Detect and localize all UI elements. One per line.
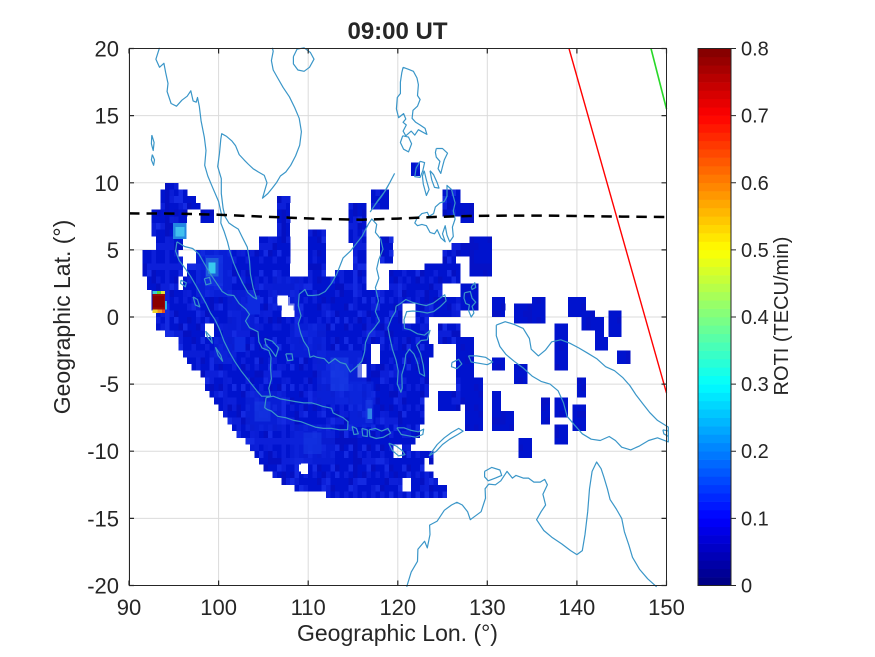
svg-text:Geographic Lat. (°): Geographic Lat. (°) xyxy=(49,220,75,415)
svg-text:0.2: 0.2 xyxy=(741,441,769,463)
svg-text:140: 140 xyxy=(559,595,596,620)
svg-text:0.1: 0.1 xyxy=(741,508,769,530)
svg-text:Geographic Lon. (°): Geographic Lon. (°) xyxy=(297,620,498,646)
svg-text:5: 5 xyxy=(107,238,119,263)
svg-text:0: 0 xyxy=(741,576,752,598)
svg-text:0.6: 0.6 xyxy=(741,173,769,195)
svg-text:20: 20 xyxy=(95,37,119,62)
svg-text:0.5: 0.5 xyxy=(741,240,769,262)
svg-text:-10: -10 xyxy=(87,439,119,464)
svg-text:ROTI (TECU/min): ROTI (TECU/min) xyxy=(771,237,793,396)
svg-text:-5: -5 xyxy=(99,372,119,397)
svg-text:130: 130 xyxy=(469,595,506,620)
svg-text:09:00 UT: 09:00 UT xyxy=(347,18,447,45)
svg-text:0: 0 xyxy=(107,305,119,330)
svg-text:15: 15 xyxy=(95,104,119,129)
svg-text:150: 150 xyxy=(648,595,685,620)
svg-text:100: 100 xyxy=(200,595,237,620)
svg-text:0.4: 0.4 xyxy=(741,307,769,329)
svg-text:0.7: 0.7 xyxy=(741,106,769,128)
svg-text:0.3: 0.3 xyxy=(741,374,769,396)
svg-text:110: 110 xyxy=(291,595,326,620)
svg-text:120: 120 xyxy=(379,595,416,620)
svg-text:-20: -20 xyxy=(87,574,119,599)
svg-text:10: 10 xyxy=(95,171,119,196)
svg-text:-15: -15 xyxy=(87,506,119,531)
svg-text:90: 90 xyxy=(117,595,141,620)
svg-text:0.8: 0.8 xyxy=(741,39,769,61)
